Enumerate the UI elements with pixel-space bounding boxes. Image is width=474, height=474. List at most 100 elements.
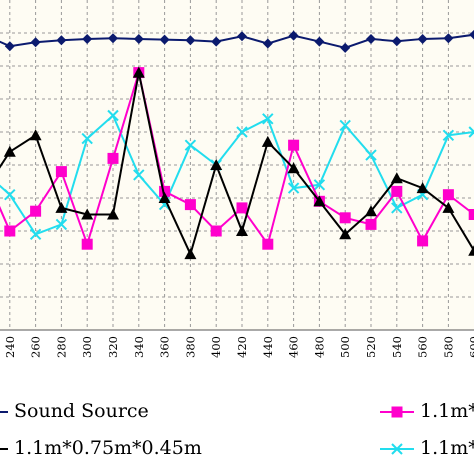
series-line bbox=[0, 72, 474, 257]
x-marker bbox=[339, 119, 351, 132]
x-marker bbox=[391, 443, 403, 455]
x-marker bbox=[468, 126, 474, 138]
triangle-marker bbox=[313, 195, 326, 207]
x-marker bbox=[133, 169, 145, 181]
triangle-marker bbox=[468, 245, 474, 256]
data-series bbox=[0, 29, 474, 260]
x-marker bbox=[81, 132, 93, 145]
legend-label: Sound Source bbox=[14, 400, 149, 422]
diamond-marker bbox=[314, 36, 325, 47]
x-tick-label: 380 bbox=[183, 336, 197, 358]
x-tick-label: 600 bbox=[467, 336, 474, 358]
x-marker bbox=[287, 182, 300, 194]
triangle-marker bbox=[236, 225, 248, 236]
diamond-marker bbox=[340, 42, 351, 53]
square-marker bbox=[262, 238, 274, 250]
triangle-marker bbox=[29, 129, 42, 141]
square-marker bbox=[4, 225, 16, 237]
x-marker bbox=[442, 129, 455, 142]
square-marker bbox=[184, 199, 196, 211]
square-marker bbox=[391, 185, 403, 197]
triangle-marker bbox=[55, 201, 68, 213]
diamond-marker bbox=[108, 33, 118, 44]
x-marker bbox=[107, 109, 119, 122]
grid-lines bbox=[0, 0, 474, 330]
x-tick-label: 320 bbox=[106, 336, 120, 358]
diamond-marker bbox=[159, 34, 170, 45]
x-marker bbox=[4, 188, 16, 201]
x-tick-label: 520 bbox=[364, 336, 378, 358]
diamond-marker bbox=[469, 29, 474, 40]
square-marker bbox=[442, 189, 454, 201]
x-tick-label: 420 bbox=[235, 336, 249, 358]
triangle-marker bbox=[339, 228, 352, 240]
square-marker bbox=[159, 185, 171, 197]
x-tick-labels: 240 260 280 300 320 340 360 380 400 420 440 460 480 5… bbox=[3, 336, 474, 358]
x-marker bbox=[313, 179, 326, 191]
square-marker bbox=[417, 235, 429, 247]
square-marker bbox=[339, 212, 351, 224]
square-marker bbox=[81, 238, 93, 250]
triangle-marker bbox=[287, 162, 300, 174]
triangle-marker bbox=[442, 201, 455, 213]
x-tick-label: 460 bbox=[287, 336, 301, 358]
square-marker bbox=[107, 152, 119, 164]
triangle-marker bbox=[390, 172, 403, 184]
series-3 bbox=[0, 66, 474, 260]
x-tick-label: 560 bbox=[416, 336, 430, 358]
x-tick-label: 240 bbox=[3, 336, 17, 358]
diamond-marker bbox=[366, 33, 376, 44]
triangle-marker bbox=[81, 208, 94, 220]
diamond-marker bbox=[4, 41, 15, 52]
x-tick-label: 280 bbox=[54, 336, 68, 358]
x-marker bbox=[262, 113, 274, 125]
triangle-marker bbox=[210, 159, 223, 170]
square-marker bbox=[236, 202, 248, 214]
x-marker bbox=[391, 202, 403, 214]
x-marker bbox=[29, 228, 42, 241]
diamond-marker bbox=[262, 38, 273, 49]
square-marker bbox=[288, 139, 300, 151]
x-marker bbox=[236, 126, 248, 138]
triangle-marker bbox=[184, 248, 197, 260]
square-marker bbox=[55, 166, 67, 178]
triangle-marker bbox=[158, 192, 171, 203]
legend-item-2: 1.1m* bbox=[380, 400, 474, 422]
diamond-marker bbox=[30, 37, 41, 48]
diamond-marker bbox=[82, 33, 93, 44]
square-marker bbox=[365, 218, 377, 230]
x-tick-label: 440 bbox=[261, 336, 275, 358]
series-2 bbox=[0, 67, 474, 250]
square-marker bbox=[391, 406, 403, 418]
diamond-marker bbox=[443, 33, 454, 44]
triangle-marker bbox=[3, 145, 16, 157]
legend-label: 1.1m* bbox=[420, 400, 474, 422]
square-marker bbox=[468, 209, 474, 220]
x-marker bbox=[365, 149, 377, 161]
diamond-marker bbox=[211, 36, 222, 47]
x-tick-label: 540 bbox=[390, 336, 404, 358]
diamond-marker bbox=[391, 36, 402, 47]
triangle-marker bbox=[365, 205, 377, 217]
legend-item-1: Sound Source bbox=[0, 400, 149, 422]
series-1 bbox=[0, 29, 474, 53]
triangle-marker bbox=[261, 135, 274, 147]
triangle-marker bbox=[416, 182, 429, 194]
x-tick-label: 480 bbox=[312, 336, 326, 358]
diamond-marker bbox=[417, 33, 428, 44]
diamond-marker bbox=[185, 35, 196, 46]
legend-item-4: 1.1m* bbox=[380, 437, 474, 459]
legend-label: 1.1m*0.75m*0.45m bbox=[14, 437, 202, 459]
diamond-marker bbox=[237, 31, 247, 42]
square-marker bbox=[210, 225, 222, 237]
triangle-marker bbox=[132, 66, 145, 78]
x-tick-label: 500 bbox=[338, 336, 352, 358]
x-marker bbox=[184, 139, 197, 151]
x-tick-label: 260 bbox=[29, 336, 43, 358]
x-tick-label: 340 bbox=[132, 336, 146, 358]
diamond-marker bbox=[133, 33, 144, 44]
x-tick-label: 360 bbox=[158, 336, 172, 358]
legend-label: 1.1m* bbox=[420, 437, 474, 459]
triangle-marker bbox=[107, 208, 119, 220]
